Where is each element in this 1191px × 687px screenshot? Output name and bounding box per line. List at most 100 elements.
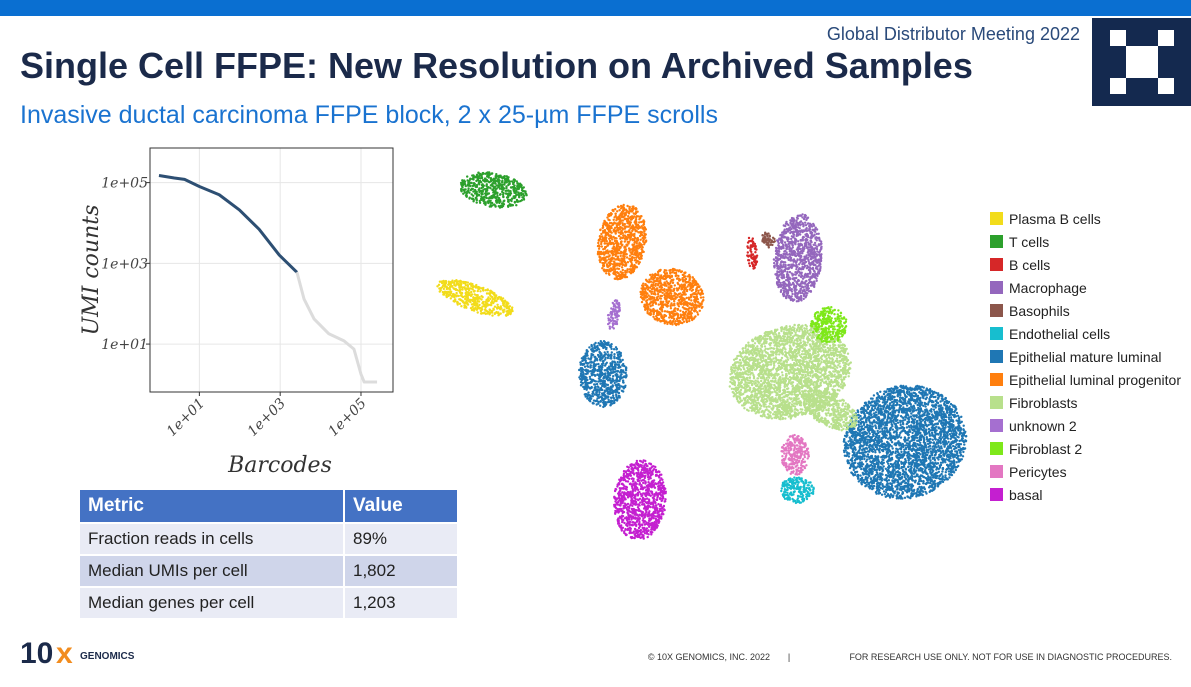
cell-dot [522, 194, 526, 197]
cell-dot [801, 246, 805, 249]
logo-number: 10 [20, 637, 53, 670]
cell-dot [813, 228, 816, 231]
cell-dot [950, 430, 953, 433]
cell-dot [792, 286, 796, 289]
cell-dot [805, 497, 809, 501]
cell-dot [881, 401, 885, 404]
cell-dot [782, 243, 785, 246]
cell-dot [796, 486, 799, 489]
cell-dot [504, 178, 507, 181]
cell-dot [878, 451, 881, 454]
cell-dot [881, 473, 884, 476]
cell-dot [817, 243, 821, 247]
cell-dot [864, 416, 867, 419]
cell-dot [939, 449, 942, 453]
cell-dot [928, 478, 932, 481]
cell-dot [442, 292, 445, 295]
cell-dot [870, 449, 874, 453]
cell-dot [802, 293, 806, 296]
cell-dot [802, 488, 805, 491]
cell-dot [939, 411, 942, 414]
cell-dot [816, 253, 819, 256]
cell-dot [513, 196, 516, 199]
cell-dot [781, 239, 784, 243]
cell-dot [781, 265, 785, 268]
cell-dot [506, 198, 510, 201]
cell-dot [436, 285, 439, 288]
cell-dot [480, 184, 484, 187]
cell-dot [519, 183, 522, 186]
cell-dot [781, 271, 784, 274]
cell-dot [848, 462, 851, 465]
cell-dot [869, 416, 872, 420]
cell-dot [503, 183, 506, 186]
cell-dot [792, 235, 795, 238]
cell-dot [863, 457, 866, 461]
cell-dot [796, 234, 800, 237]
cell-dot [924, 490, 927, 494]
slide-title: Single Cell FFPE: New Resolution on Arch… [20, 45, 973, 86]
cell-dot [885, 406, 888, 410]
cell-dot [925, 471, 928, 474]
cell-dot [901, 469, 905, 472]
cell-dot [806, 292, 809, 295]
cell-dot [792, 277, 795, 280]
cell-dot [792, 226, 795, 230]
cell-dot [907, 398, 911, 401]
cell-dot [922, 479, 925, 483]
cell-dot [442, 287, 445, 291]
cell-dot [479, 306, 482, 310]
cell-dot [463, 286, 466, 289]
cell-dot [861, 451, 864, 454]
cell-dot [895, 488, 899, 491]
cell-dot [510, 203, 513, 206]
cell-dot [904, 481, 907, 485]
cell-dot [889, 392, 892, 395]
cell-dot [765, 233, 768, 236]
cell-dot [803, 281, 806, 285]
cell-dot [798, 298, 801, 301]
cell-dot [807, 491, 810, 494]
cell-dot [488, 308, 492, 312]
cell-dot [818, 269, 822, 272]
cell-dot [477, 176, 480, 179]
cell-dot [910, 405, 913, 408]
cell-dot [437, 283, 441, 286]
cell-dot [864, 485, 867, 488]
cell-dot [907, 437, 910, 440]
cell-dot [876, 406, 880, 409]
cell-dot [810, 245, 813, 249]
cell-dot [949, 470, 952, 474]
cell-dot [517, 200, 520, 203]
cell-dot [804, 482, 807, 485]
cell-dot [481, 305, 484, 308]
cell-dot [885, 444, 888, 448]
cell-dot [783, 228, 786, 231]
cell-dot [503, 175, 506, 178]
cell-dot [961, 455, 965, 458]
cell-dot [876, 393, 879, 396]
cell-dot [923, 412, 926, 415]
cell-dot [916, 487, 920, 491]
cluster-dots [436, 279, 514, 317]
cell-dot [478, 201, 482, 204]
cell-dot [507, 183, 510, 187]
cell-dot [518, 196, 521, 199]
cell-dot [506, 313, 509, 316]
cell-dot [483, 198, 486, 201]
cell-dot [903, 438, 906, 441]
cell-dot [956, 419, 960, 423]
embedding-plot [436, 171, 968, 540]
cell-dot [472, 190, 475, 193]
cell-dot [466, 297, 470, 300]
cell-dot [799, 501, 803, 504]
cell-dot [490, 301, 493, 304]
cell-dot [932, 482, 936, 485]
cell-dot [944, 426, 947, 429]
cell-dot [785, 237, 789, 241]
cell-dot [749, 249, 752, 252]
cell-dot [454, 288, 457, 292]
cell-dot [843, 438, 846, 442]
cell-dot [857, 480, 860, 483]
cell-dot [484, 172, 487, 175]
